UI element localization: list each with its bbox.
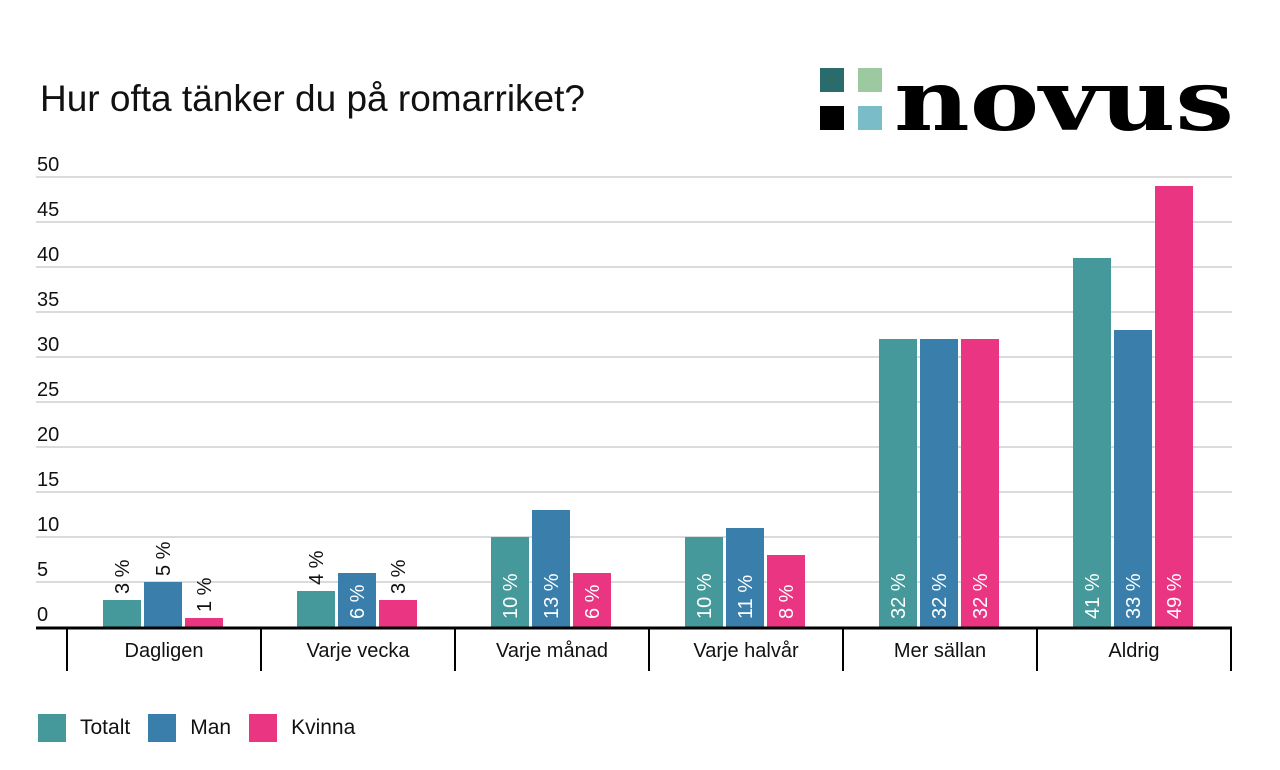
data-label: 3 % [388,559,410,594]
legend-item: Kvinna [249,714,355,742]
bar [879,339,917,627]
data-label: 4 % [306,550,328,585]
data-label: 32 % [970,573,992,619]
bar [144,582,182,627]
data-label: 11 % [735,575,757,619]
logo-square [858,68,882,92]
chart-title: Hur ofta tänker du på romarriket? [40,78,585,119]
y-tick-label: 5 [37,559,48,581]
y-tick-label: 50 [37,154,59,176]
bar [685,537,723,627]
y-tick-label: 45 [37,199,59,221]
bar [920,339,958,627]
legend-label: Man [190,716,232,739]
bar [185,618,223,627]
bar [379,600,417,627]
y-tick-label: 30 [37,334,59,356]
data-label: 3 % [112,559,134,594]
data-label: 32 % [888,573,910,619]
data-label: 10 % [694,573,716,619]
logo-square [820,106,844,130]
bar [1155,186,1193,627]
y-tick-label: 0 [37,604,48,626]
y-tick-label: 25 [37,379,59,401]
data-label: 6 % [582,584,604,619]
bar [338,573,376,627]
data-label: 41 % [1082,573,1104,619]
y-tick-label: 10 [37,514,59,536]
logo-square [820,68,844,92]
x-tick-label: Varje halvår [693,640,799,662]
data-label: 10 % [500,573,522,619]
x-tick-label: Dagligen [125,640,204,662]
bar [1073,258,1111,627]
y-tick-label: 15 [37,469,59,491]
data-label: 8 % [776,584,798,619]
y-tick-label: 20 [37,424,59,446]
data-label: 13 % [541,573,563,619]
x-tick-label: Mer sällan [894,640,986,662]
x-tick-label: Aldrig [1108,640,1159,662]
data-label: 32 % [929,573,951,619]
bar [532,510,570,627]
svg-text:novus: novus [894,66,1234,136]
legend: Totalt Man Kvinna [38,714,373,742]
logo-square [858,106,882,130]
data-label: 6 % [347,584,369,619]
legend-item: Man [148,714,231,742]
y-tick-label: 35 [37,289,59,311]
bar [573,573,611,627]
x-tick-label: Varje månad [496,640,608,662]
data-label: 1 % [194,577,216,612]
y-tick-label: 40 [37,244,59,266]
bar [961,339,999,627]
bar [767,555,805,627]
bar [103,600,141,627]
data-label: 49 % [1164,573,1186,619]
x-tick-label: Varje vecka [306,640,410,662]
legend-label: Kvinna [291,716,356,739]
legend-item: Totalt [38,714,130,742]
bar [1114,330,1152,627]
legend-swatch [148,714,177,742]
legend-label: Totalt [80,716,131,739]
data-label: 33 % [1123,573,1145,619]
data-label: 5 % [153,541,175,576]
novus-logo: novus [820,66,1234,136]
legend-swatch [38,714,66,742]
bar [726,528,764,627]
legend-swatch [249,714,278,742]
bar [297,591,335,627]
bar [491,537,529,627]
